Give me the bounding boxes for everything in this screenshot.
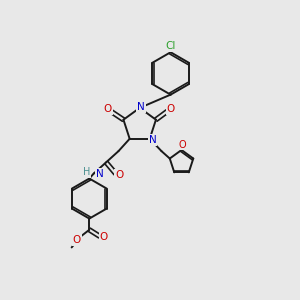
Text: N: N bbox=[95, 169, 103, 179]
Text: O: O bbox=[103, 104, 112, 114]
Text: N: N bbox=[149, 135, 157, 145]
Text: O: O bbox=[100, 232, 108, 242]
Text: Cl: Cl bbox=[165, 41, 176, 51]
Text: N: N bbox=[137, 102, 145, 112]
Text: O: O bbox=[167, 104, 175, 114]
Text: O: O bbox=[115, 170, 123, 180]
Text: O: O bbox=[178, 140, 186, 150]
Text: O: O bbox=[73, 235, 81, 245]
Text: H: H bbox=[82, 167, 90, 177]
